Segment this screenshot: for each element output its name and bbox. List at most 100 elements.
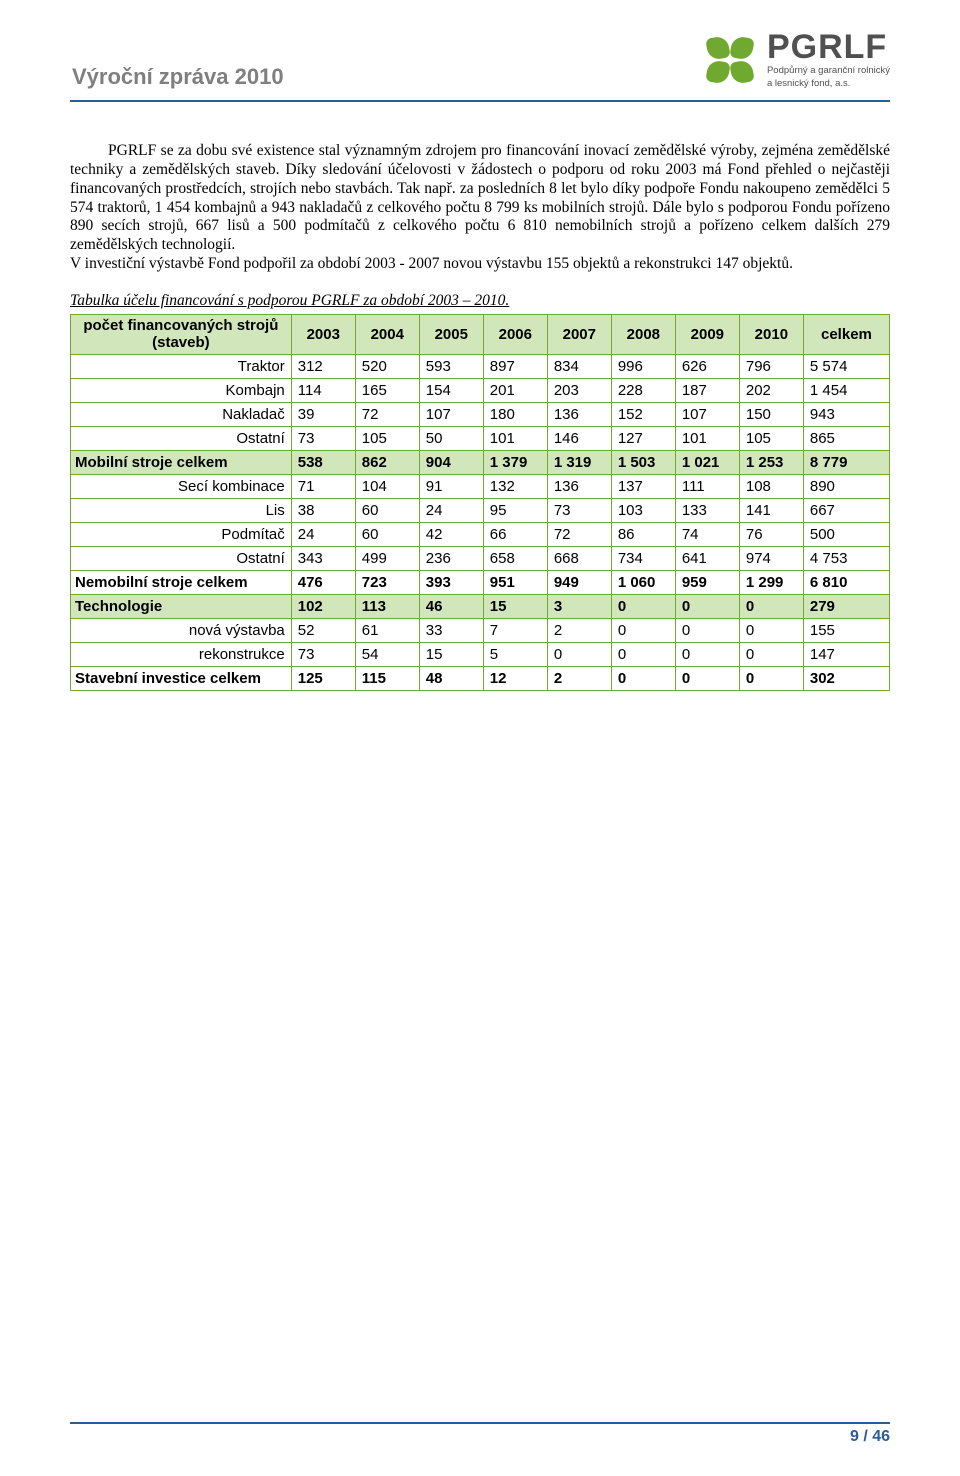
table-cell: 228 xyxy=(611,378,675,402)
col-header-year: 2003 xyxy=(291,315,355,355)
table-cell: 48 xyxy=(419,666,483,690)
table-row: Traktor3125205938978349966267965 574 xyxy=(71,354,890,378)
table-cell: 103 xyxy=(611,498,675,522)
table-row: Lis3860249573103133141667 xyxy=(71,498,890,522)
table-row: Podmítač2460426672867476500 xyxy=(71,522,890,546)
table-cell: 133 xyxy=(675,498,739,522)
table-row: Nakladač3972107180136152107150943 xyxy=(71,402,890,426)
table-row: nová výstavba52613372000155 xyxy=(71,618,890,642)
table-cell: 1 379 xyxy=(483,450,547,474)
table-cell: 201 xyxy=(483,378,547,402)
table-cell: 1 299 xyxy=(739,570,803,594)
body-text: PGRLF se za dobu své existence stal význ… xyxy=(70,142,890,274)
col-header-year: 2008 xyxy=(611,315,675,355)
page: Výroční zpráva 2010 PGRLF Podpůrný a gar… xyxy=(0,0,960,1476)
table-cell: 5 xyxy=(483,642,547,666)
table-cell: 50 xyxy=(419,426,483,450)
row-label: Kombajn xyxy=(71,378,292,402)
table-cell: 91 xyxy=(419,474,483,498)
table-cell: 101 xyxy=(483,426,547,450)
page-header: Výroční zpráva 2010 PGRLF Podpůrný a gar… xyxy=(70,30,890,102)
table-cell: 393 xyxy=(419,570,483,594)
table-cell: 125 xyxy=(291,666,355,690)
table-cell: 108 xyxy=(739,474,803,498)
clover-logo-icon xyxy=(703,33,757,87)
table-cell: 593 xyxy=(419,354,483,378)
row-label: Secí kombinace xyxy=(71,474,292,498)
table-cell: 136 xyxy=(547,402,611,426)
col-header-year: 2006 xyxy=(483,315,547,355)
table-cell: 12 xyxy=(483,666,547,690)
table-row: Ostatní3434992366586687346419744 753 xyxy=(71,546,890,570)
table-cell: 796 xyxy=(739,354,803,378)
table-cell: 15 xyxy=(419,642,483,666)
table-cell: 136 xyxy=(547,474,611,498)
table-cell: 15 xyxy=(483,594,547,618)
table-cell: 152 xyxy=(611,402,675,426)
table-cell: 723 xyxy=(355,570,419,594)
table-cell: 137 xyxy=(611,474,675,498)
table-cell: 71 xyxy=(291,474,355,498)
table-cell: 0 xyxy=(675,594,739,618)
table-row: Technologie10211346153000279 xyxy=(71,594,890,618)
table-cell: 33 xyxy=(419,618,483,642)
table-cell: 24 xyxy=(419,498,483,522)
table-cell: 102 xyxy=(291,594,355,618)
table-cell: 1 021 xyxy=(675,450,739,474)
logo: PGRLF Podpůrný a garanční rolnický a les… xyxy=(703,30,890,94)
col-header-year: 2004 xyxy=(355,315,419,355)
table-cell: 52 xyxy=(291,618,355,642)
table-cell: 61 xyxy=(355,618,419,642)
table-cell: 7 xyxy=(483,618,547,642)
table-cell: 147 xyxy=(803,642,889,666)
row-label: Ostatní xyxy=(71,546,292,570)
table-cell: 101 xyxy=(675,426,739,450)
table-cell: 86 xyxy=(611,522,675,546)
table-cell: 834 xyxy=(547,354,611,378)
table-body: Traktor3125205938978349966267965 574Komb… xyxy=(71,354,890,690)
row-label: Nakladač xyxy=(71,402,292,426)
row-label: Technologie xyxy=(71,594,292,618)
report-title: Výroční zpráva 2010 xyxy=(70,64,284,94)
col-header-total: celkem xyxy=(803,315,889,355)
table-cell: 141 xyxy=(739,498,803,522)
table-cell: 132 xyxy=(483,474,547,498)
table-cell: 949 xyxy=(547,570,611,594)
table-row: Nemobilní stroje celkem4767233939519491 … xyxy=(71,570,890,594)
table-cell: 76 xyxy=(739,522,803,546)
table-cell: 105 xyxy=(355,426,419,450)
col-header-year: 2009 xyxy=(675,315,739,355)
row-label: Traktor xyxy=(71,354,292,378)
page-footer: 9 / 46 xyxy=(70,1422,890,1446)
table-row: rekonstrukce73541550000147 xyxy=(71,642,890,666)
table-row: Kombajn1141651542012032281872021 454 xyxy=(71,378,890,402)
table-header-row: počet financovaných strojů (staveb) 2003… xyxy=(71,315,890,355)
table-cell: 890 xyxy=(803,474,889,498)
table-row: Ostatní7310550101146127101105865 xyxy=(71,426,890,450)
table-cell: 500 xyxy=(803,522,889,546)
table-cell: 943 xyxy=(803,402,889,426)
logo-subtitle-1: Podpůrný a garanční rolnický xyxy=(767,66,890,77)
table-cell: 1 319 xyxy=(547,450,611,474)
financing-table: počet financovaných strojů (staveb) 2003… xyxy=(70,314,890,691)
paragraph-2: V investiční výstavbě Fond podpořil za o… xyxy=(70,255,890,274)
table-cell: 155 xyxy=(803,618,889,642)
table-cell: 279 xyxy=(803,594,889,618)
table-cell: 104 xyxy=(355,474,419,498)
table-cell: 0 xyxy=(739,642,803,666)
table-cell: 0 xyxy=(611,594,675,618)
table-cell: 236 xyxy=(419,546,483,570)
table-cell: 203 xyxy=(547,378,611,402)
row-label: Stavební investice celkem xyxy=(71,666,292,690)
table-cell: 626 xyxy=(675,354,739,378)
table-cell: 2 xyxy=(547,666,611,690)
table-cell: 0 xyxy=(611,666,675,690)
table-cell: 667 xyxy=(803,498,889,522)
col-header-label: počet financovaných strojů (staveb) xyxy=(71,315,292,355)
table-cell: 641 xyxy=(675,546,739,570)
table-cell: 865 xyxy=(803,426,889,450)
table-cell: 72 xyxy=(547,522,611,546)
table-cell: 111 xyxy=(675,474,739,498)
table-cell: 5 574 xyxy=(803,354,889,378)
table-cell: 73 xyxy=(547,498,611,522)
